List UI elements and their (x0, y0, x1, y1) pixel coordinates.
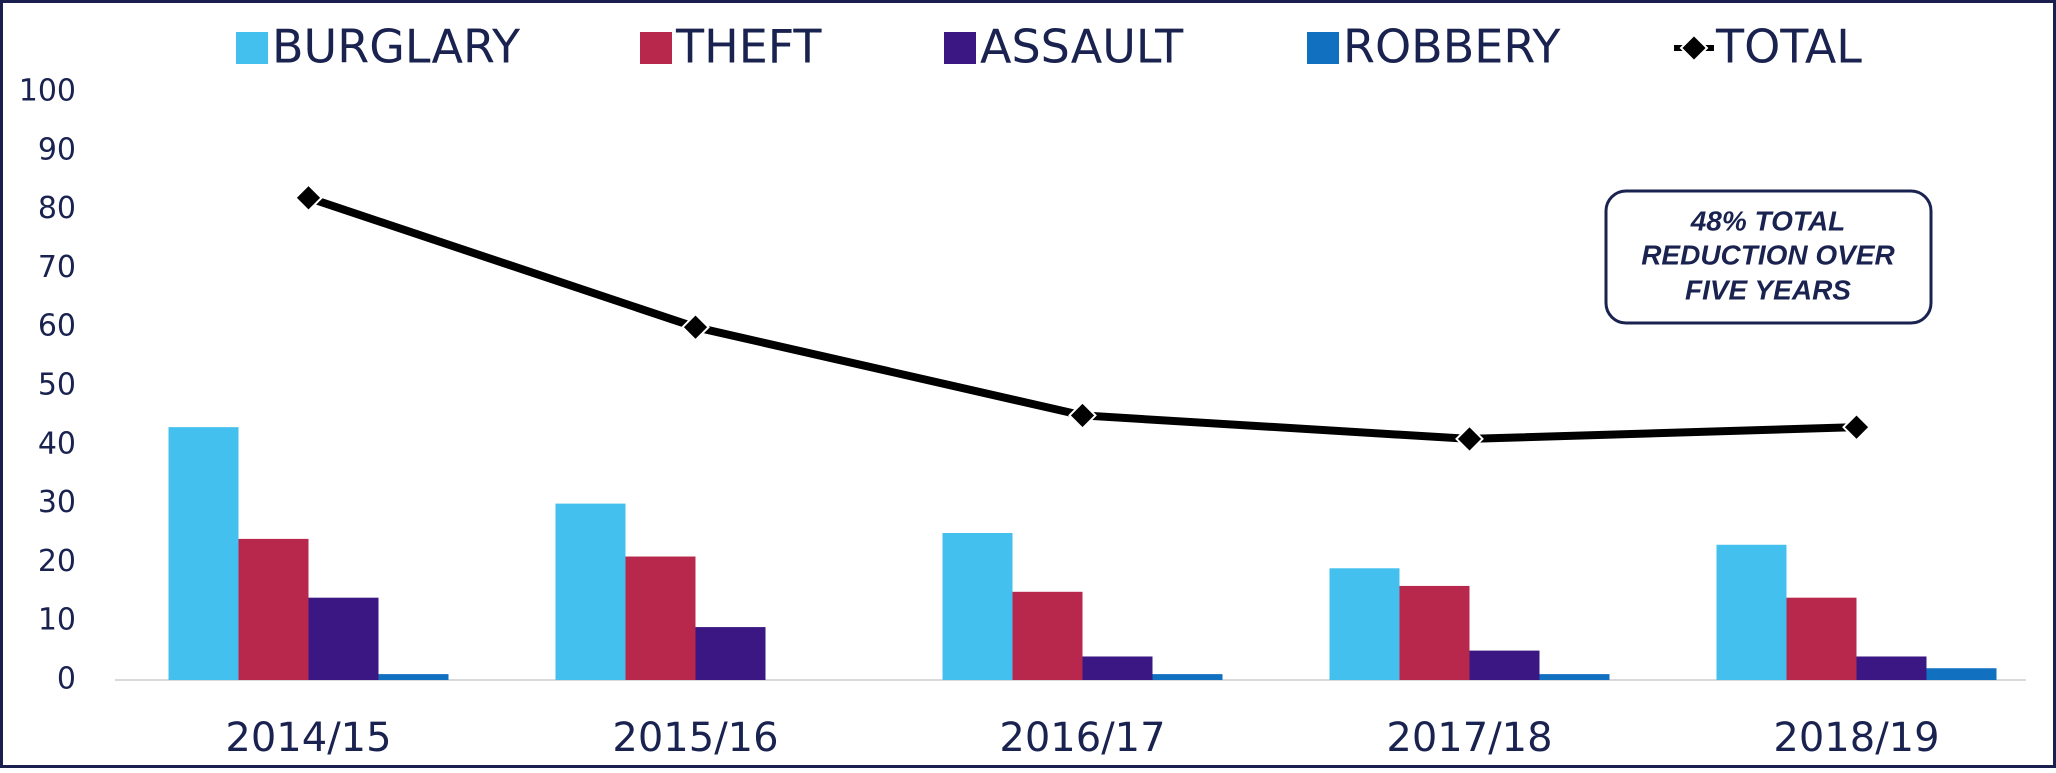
annotation: REDUCTION OVER (1641, 239, 1895, 270)
legend-label: TOTAL (1715, 20, 1862, 74)
total-marker (1455, 424, 1484, 454)
bar (1539, 674, 1610, 680)
x-tick-label: 2014/15 (225, 715, 391, 761)
y-tick-label: 20 (38, 544, 76, 579)
annotation-box (1604, 189, 1933, 325)
total-marker (294, 183, 323, 213)
bar (1012, 591, 1083, 680)
x-tick-label: 2015/16 (612, 715, 778, 761)
y-tick-label: 10 (38, 603, 76, 638)
bar (1152, 674, 1223, 680)
y-tick-label: 70 (38, 250, 76, 285)
legend-swatch (236, 32, 268, 64)
y-tick-label: 30 (38, 485, 76, 520)
y-tick-label: 80 (38, 191, 76, 226)
total-marker (1842, 412, 1871, 442)
legend-label: ASSAULT (980, 20, 1184, 74)
y-tick-label: 90 (38, 132, 76, 167)
bar (168, 427, 239, 680)
bar (1329, 568, 1400, 680)
legend-swatch (1307, 32, 1339, 64)
annotation: FIVE YEARS (1685, 274, 1851, 305)
legend-label: BURGLARY (272, 20, 521, 74)
y-tick-label: 100 (19, 74, 76, 109)
legend-label: ROBBERY (1343, 20, 1561, 74)
y-tick-label: 40 (38, 426, 76, 461)
legend-swatch (944, 32, 976, 64)
x-tick-label: 2017/18 (1386, 715, 1552, 761)
bar (308, 597, 379, 680)
x-tick-label: 2018/19 (1773, 715, 1939, 761)
bar (1082, 656, 1153, 680)
y-tick-label: 0 (57, 662, 76, 697)
bar (1469, 650, 1540, 680)
bar (1716, 544, 1787, 680)
bar (1856, 656, 1927, 680)
bar (695, 627, 766, 680)
total-marker (681, 312, 710, 342)
bar (625, 556, 696, 680)
annotation: 48% TOTAL (1690, 205, 1846, 236)
bar (238, 538, 309, 680)
legend-swatch (640, 32, 672, 64)
legend-label: THEFT (675, 20, 822, 74)
legend-marker (1679, 33, 1709, 63)
y-tick-label: 50 (38, 368, 76, 403)
bar (378, 674, 449, 680)
x-tick-label: 2016/17 (999, 715, 1165, 761)
total-marker (1068, 400, 1097, 430)
bar (1399, 585, 1470, 680)
bar (555, 503, 626, 680)
y-tick-label: 60 (38, 309, 76, 344)
bar (1786, 597, 1857, 680)
bar (1926, 668, 1997, 680)
bar (942, 533, 1013, 680)
